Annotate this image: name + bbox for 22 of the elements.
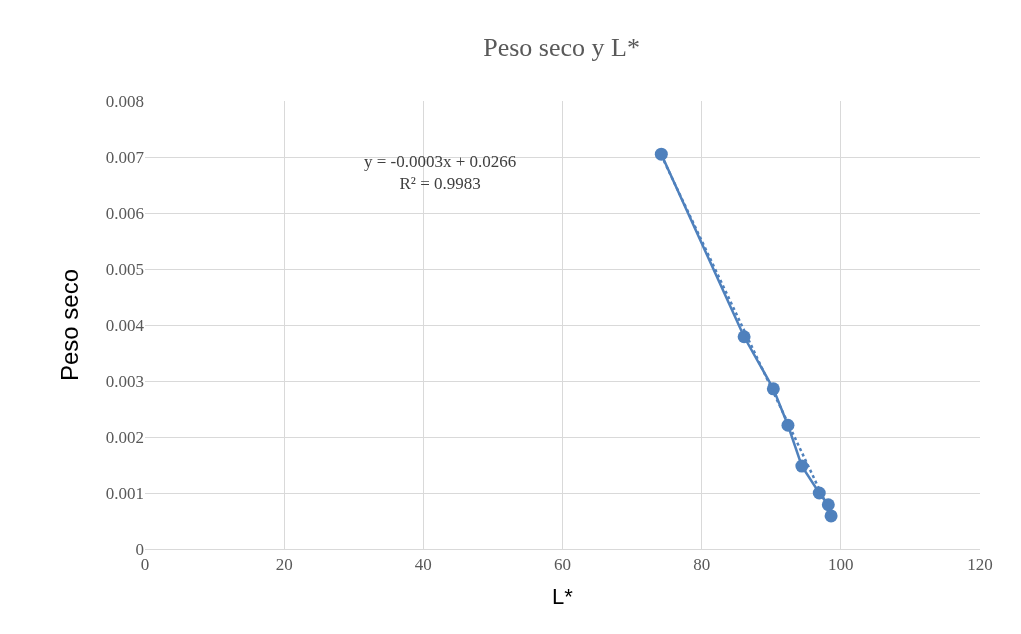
y-tick-label: 0.003	[105, 371, 144, 391]
x-tick-label: 60	[554, 555, 571, 575]
y-tick-label: 0.006	[105, 203, 144, 223]
y-tick-label: 0.008	[105, 91, 144, 111]
y-tick-label: 0.002	[105, 427, 144, 447]
x-axis-title: L*	[552, 584, 574, 610]
x-tick-label: 80	[693, 555, 711, 575]
y-axis-title: Peso seco	[55, 268, 83, 382]
x-tick-label: 120	[967, 555, 993, 575]
y-tick-label: 0.004	[105, 315, 145, 335]
annotation: y = -0.0003x + 0.0266 R² = 0.9983	[364, 152, 517, 194]
x-tick-label: 20	[275, 555, 293, 575]
x-tick-label: 40	[414, 555, 432, 575]
y-tick-label: 0	[135, 539, 144, 559]
y-tick-label: 0.007	[105, 147, 145, 167]
point	[824, 509, 838, 523]
y-tick-label: 0.005	[105, 259, 144, 279]
point	[795, 459, 809, 473]
chart-title: Peso seco y L*	[483, 33, 640, 63]
y-tick-label: 0.001	[105, 483, 144, 503]
point	[654, 147, 668, 161]
x-tick-label: 100	[828, 555, 854, 575]
